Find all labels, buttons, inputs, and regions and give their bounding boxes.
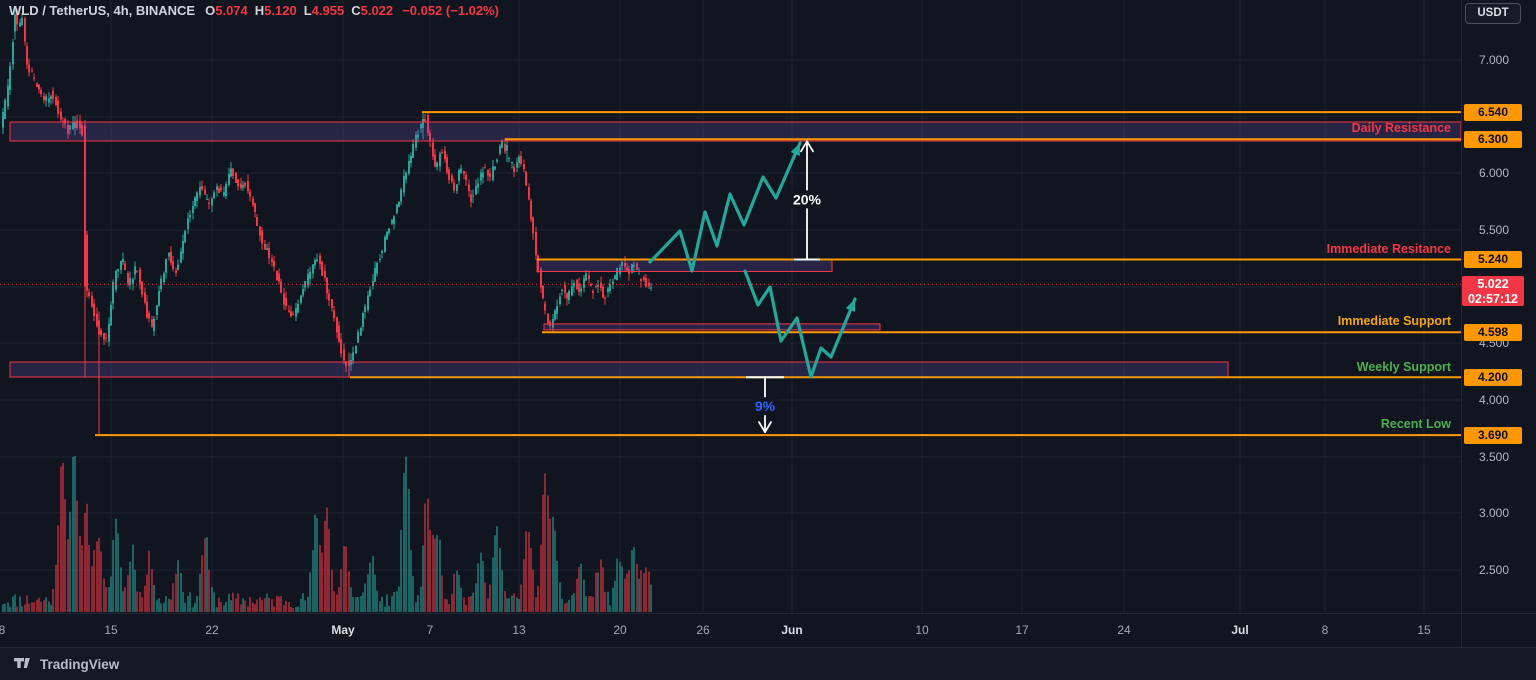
volume-bars [2, 456, 652, 612]
bottom-toolbar: TradingView [0, 647, 1536, 680]
price-tick-label: 7.000 [1479, 53, 1510, 67]
immediate-resistance-zone[interactable] [536, 259, 833, 272]
tradingview-link[interactable]: TradingView [14, 657, 119, 672]
time-tick-label: 26 [696, 623, 710, 637]
support-resistance-zones[interactable] [9, 121, 1462, 378]
price-tick-label: 3.000 [1479, 506, 1510, 521]
ohlc-item: O5.074 [205, 3, 248, 18]
time-tick-label: 10 [915, 623, 929, 637]
price-tick-label: 4.000 [1479, 392, 1510, 407]
bullish-projection-arrowhead [790, 143, 800, 156]
symbol-title[interactable]: WLD / TetherUS, 4h, BINANCE [9, 3, 196, 18]
ohlc-item: L4.955 [303, 3, 345, 18]
price-chart-canvas[interactable]: 20% 9% Daily Resistance Immediate Resitance… [0, 0, 1462, 613]
time-tick-label: 13 [512, 623, 526, 637]
time-tick-label: 8 [0, 623, 24, 637]
tradingview-brand-text: TradingView [40, 656, 120, 672]
price-level-badge: 3.690 [1464, 426, 1522, 444]
price-tick-label: 5.500 [1479, 222, 1510, 237]
tradingview-logo-icon [14, 658, 30, 668]
time-tick-label: 15 [1417, 623, 1431, 637]
symbol-legend: WLD / TetherUS, 4h, BINANCE O5.074 H5.120 L… [9, 3, 499, 18]
level-label: Immediate Support [1338, 314, 1452, 328]
bar-countdown: 02:57:12 [1467, 292, 1519, 307]
time-tick-label: 20 [613, 623, 627, 637]
bullish-projection[interactable] [648, 141, 802, 273]
price-axis[interactable]: USDT 5.022 02:57:12 7.000 6.000 5.500 4.500… [1461, 0, 1536, 647]
price-level-badge: 4.200 [1464, 368, 1522, 386]
price-level-badge: 6.540 [1464, 103, 1522, 121]
level-labels: Daily Resistance Immediate Resitance Immed… [1327, 121, 1452, 431]
current-price-value: 5.022 [1477, 277, 1509, 292]
price-change: −0.052 (−1.02%) [402, 3, 500, 18]
price-tick-label: 6.000 [1479, 166, 1510, 181]
candles [2, 6, 652, 436]
grid-lines [0, 0, 1461, 613]
time-tick-label: 7 [426, 623, 434, 637]
time-tick-label: 24 [1117, 623, 1131, 637]
current-price-badge: 5.022 02:57:12 [1462, 276, 1524, 307]
level-label: Immediate Resitance [1327, 242, 1451, 256]
price-level-badge: 6.300 [1464, 130, 1522, 148]
level-label: Daily Resistance [1352, 121, 1451, 135]
pullback-projection[interactable] [743, 269, 857, 379]
time-tick-label: May [331, 623, 355, 637]
daily-resistance-zone[interactable] [9, 121, 1462, 142]
ohlc-values: O5.074 H5.120 L4.955 C5.022 [205, 3, 400, 18]
price-level-badge: 4.598 [1464, 323, 1522, 341]
time-tick-label: 15 [104, 623, 118, 637]
pullback-projection-arrowhead [845, 299, 856, 312]
time-tick-label: 8 [1321, 623, 1329, 637]
immediate-support-zone[interactable] [543, 323, 881, 331]
level-label: Weekly Support [1357, 360, 1452, 374]
currency-toggle-button[interactable]: USDT [1465, 3, 1521, 24]
price-tick-label: 3.500 [1479, 449, 1510, 464]
time-tick-label: Jun [781, 623, 803, 637]
level-label: Recent Low [1381, 417, 1451, 431]
time-tick-label: 17 [1015, 623, 1029, 637]
ohlc-item: H5.120 [254, 3, 297, 18]
price-tick-label: 2.500 [1479, 562, 1510, 577]
projection-arrows[interactable] [648, 141, 857, 379]
weekly-support-zone[interactable] [9, 361, 1229, 378]
ohlc-item: C5.022 [351, 3, 394, 18]
price-level-badge: 5.240 [1464, 250, 1522, 268]
time-axis[interactable]: 8 15 22 May 7 13 20 26 Jun 10 17 24 Jul 8 15 [0, 613, 1536, 647]
chart-pane[interactable]: 20% 9% Daily Resistance Immediate Resitance… [0, 0, 1462, 613]
time-tick-label: Jul [1231, 623, 1249, 637]
measurement-annotations: 20% 9% [746, 140, 825, 434]
measure-label-20%: 20% [793, 191, 822, 207]
level-lines[interactable] [95, 111, 1461, 437]
measure-label-9%: 9% [755, 398, 776, 414]
time-tick-label: 22 [205, 623, 219, 637]
